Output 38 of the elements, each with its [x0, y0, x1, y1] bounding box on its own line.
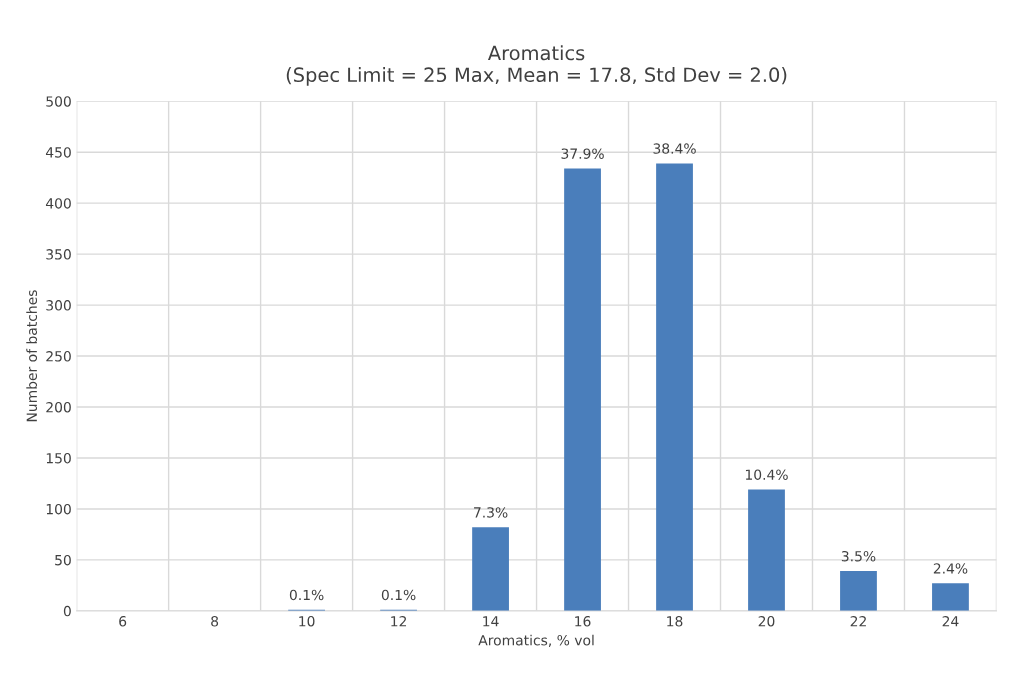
annotation: 7.3%: [474, 507, 508, 518]
x-tick-label: 24: [942, 615, 959, 627]
x-tick-label: 12: [391, 615, 407, 627]
y-tick-label: 300: [46, 300, 71, 311]
bar: [564, 168, 601, 611]
x-tick-label: 14: [483, 616, 499, 627]
x-tick-label: 16: [575, 615, 591, 627]
y-tick-label: 200: [46, 401, 71, 413]
annotation: 0.1%: [381, 589, 416, 601]
y-tick-label: 350: [46, 249, 71, 260]
bar: [656, 163, 693, 611]
bar: [748, 489, 785, 611]
annotation: 3.5%: [841, 550, 876, 562]
annotation: 0.1%: [289, 589, 324, 601]
x-axis-title: Aromatics, % vol: [478, 634, 594, 647]
annotation: 2.4%: [933, 563, 968, 574]
y-tick-label: 500: [46, 96, 71, 107]
x-tick-label: 6: [119, 615, 127, 627]
x-tick-label: 10: [299, 615, 315, 627]
annotation: 37.9%: [561, 148, 604, 159]
bar: [932, 583, 969, 611]
annotation: 10.4%: [745, 469, 788, 480]
y-tick-label: 400: [45, 198, 71, 209]
annotation: 38.4%: [653, 143, 696, 154]
y-tick-label: 100: [46, 503, 71, 515]
x-tick-label: 20: [758, 615, 775, 627]
y-tick-label: 450: [45, 147, 71, 158]
y-tick-label: 0: [63, 605, 71, 617]
y-tick-label: 150: [46, 452, 71, 464]
y-tick-label: 50: [55, 554, 71, 566]
x-tick-label: 18: [667, 615, 683, 627]
bar: [472, 527, 509, 611]
chart-title: Aromatics (Spec Limit = 25 Max, Mean = 17.8, Std Dev = 2.0): [286, 45, 787, 86]
x-tick-label: 8: [211, 615, 219, 627]
x-tick-label: 22: [850, 615, 866, 627]
y-axis-title: Number of batches: [26, 290, 38, 422]
y-tick-label: 250: [46, 351, 71, 362]
bar: [840, 571, 877, 611]
